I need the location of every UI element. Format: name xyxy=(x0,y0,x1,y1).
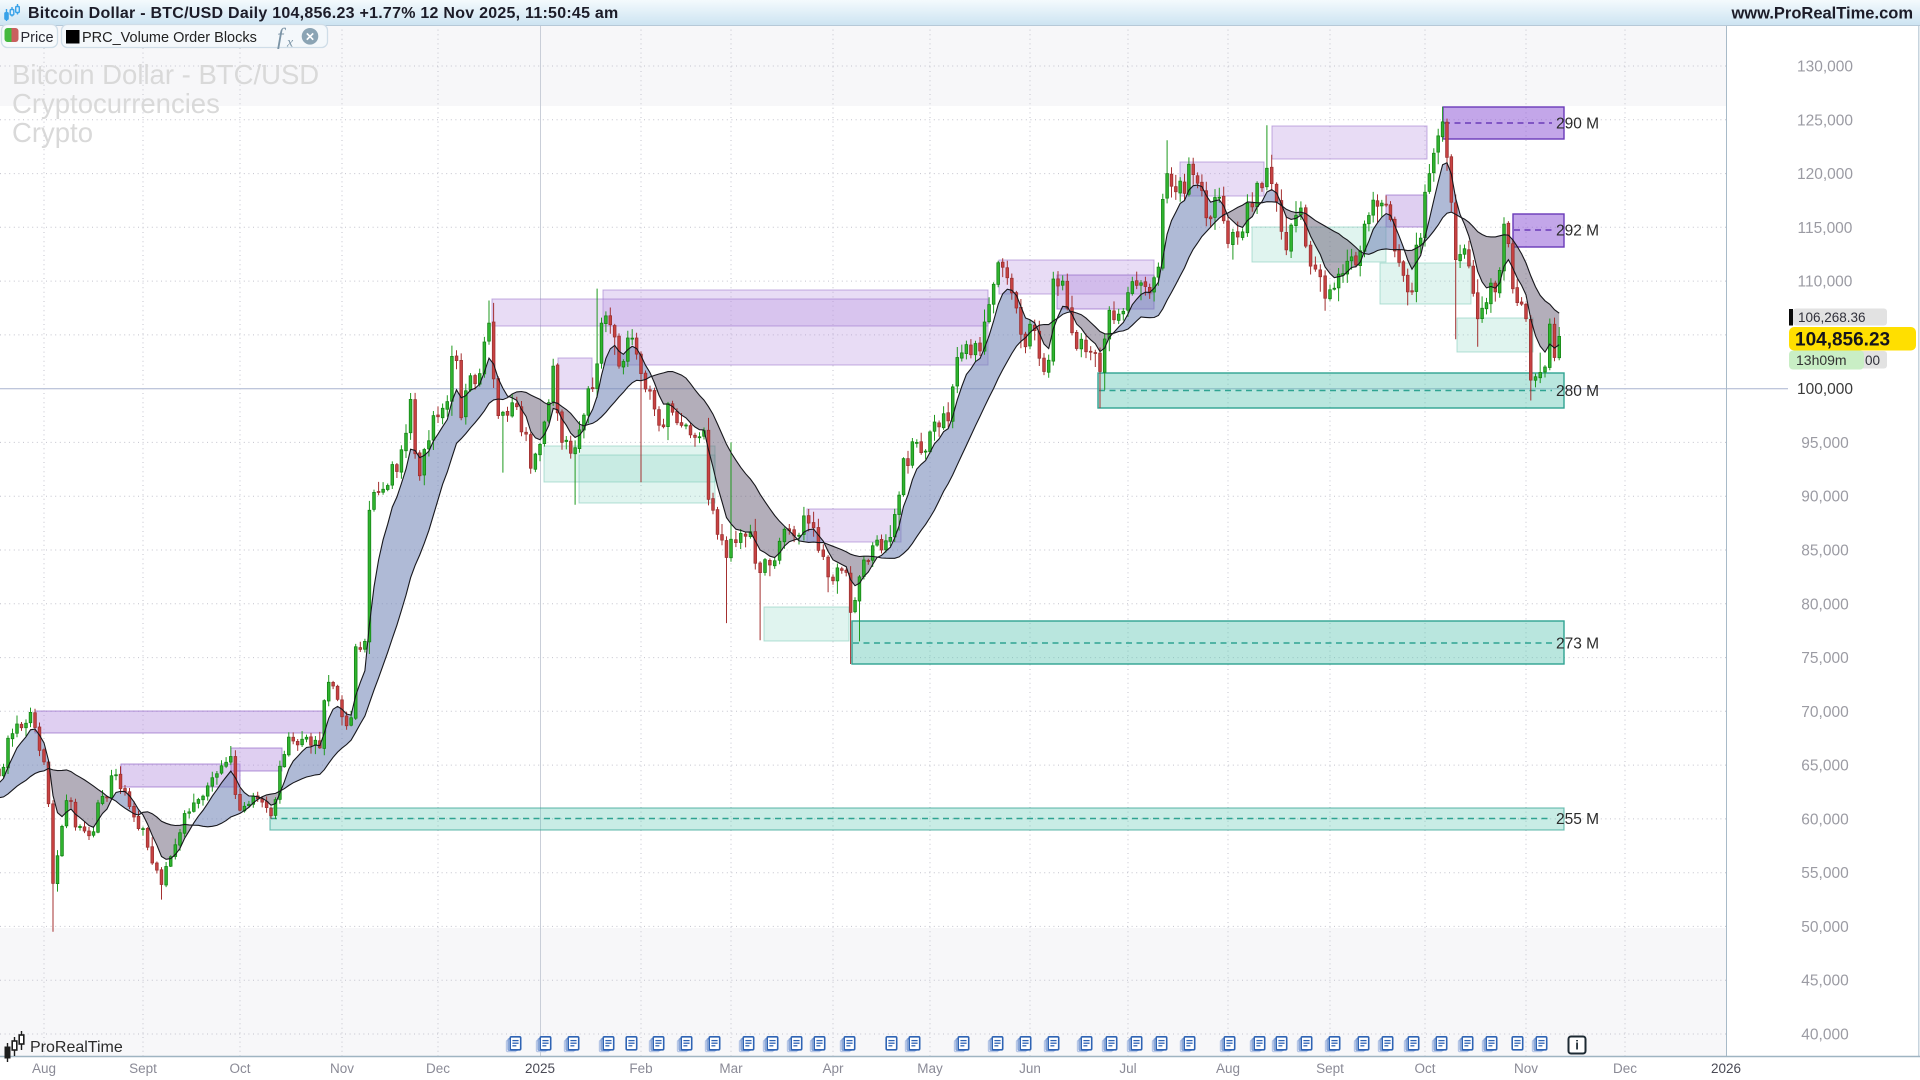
svg-text:Aug: Aug xyxy=(32,1061,56,1076)
svg-text:ProRealTime: ProRealTime xyxy=(30,1039,123,1056)
svg-text:Bitcoin Dollar - BTC/USD: Bitcoin Dollar - BTC/USD xyxy=(12,59,319,90)
svg-text:Price: Price xyxy=(21,30,54,46)
svg-text:May: May xyxy=(917,1061,943,1076)
svg-text:x: x xyxy=(286,36,294,51)
svg-text:95,000: 95,000 xyxy=(1801,435,1849,452)
svg-text:Oct: Oct xyxy=(1414,1061,1435,1076)
svg-text:Sept: Sept xyxy=(129,1061,157,1076)
svg-text:75,000: 75,000 xyxy=(1801,650,1849,667)
svg-text:55,000: 55,000 xyxy=(1801,865,1849,882)
svg-text:Feb: Feb xyxy=(629,1061,652,1076)
svg-text:×: × xyxy=(306,29,315,46)
svg-text:290 M: 290 M xyxy=(1556,116,1599,133)
svg-text:Bitcoin Dollar - BTC/USD Daily: Bitcoin Dollar - BTC/USD Daily 104,856.2… xyxy=(28,5,619,22)
svg-text:80,000: 80,000 xyxy=(1801,596,1849,613)
svg-text:273 M: 273 M xyxy=(1556,636,1599,653)
svg-text:Aug: Aug xyxy=(1216,1061,1240,1076)
svg-text:i: i xyxy=(1575,1038,1579,1053)
svg-text:www.ProRealTime.com: www.ProRealTime.com xyxy=(1730,5,1913,23)
svg-text:Oct: Oct xyxy=(229,1061,250,1076)
svg-text:50,000: 50,000 xyxy=(1801,919,1849,936)
svg-text:120,000: 120,000 xyxy=(1797,166,1853,183)
svg-text:280 M: 280 M xyxy=(1556,383,1599,400)
svg-text:45,000: 45,000 xyxy=(1801,973,1849,990)
svg-text:292 M: 292 M xyxy=(1556,223,1599,240)
svg-text:Dec: Dec xyxy=(1613,1061,1637,1076)
svg-text:70,000: 70,000 xyxy=(1801,704,1849,721)
svg-text:Cryptocurrencies: Cryptocurrencies xyxy=(12,88,220,119)
svg-text:40,000: 40,000 xyxy=(1801,1027,1849,1044)
svg-text:Jul: Jul xyxy=(1119,1061,1136,1076)
svg-text:Crypto: Crypto xyxy=(12,117,93,148)
svg-text:65,000: 65,000 xyxy=(1801,758,1849,775)
svg-text:PRC_Volume Order Blocks: PRC_Volume Order Blocks xyxy=(82,30,257,46)
svg-text:106,268.36: 106,268.36 xyxy=(1798,310,1866,325)
svg-text:13h09m: 13h09m xyxy=(1796,352,1847,368)
svg-text:Nov: Nov xyxy=(1514,1061,1538,1076)
svg-text:60,000: 60,000 xyxy=(1801,811,1849,828)
svg-text:130,000: 130,000 xyxy=(1797,59,1853,76)
svg-text:85,000: 85,000 xyxy=(1801,543,1849,560)
svg-text:2026: 2026 xyxy=(1711,1061,1741,1076)
svg-text:Dec: Dec xyxy=(426,1061,450,1076)
svg-text:Apr: Apr xyxy=(822,1061,844,1076)
svg-text:90,000: 90,000 xyxy=(1801,489,1849,506)
svg-text:115,000: 115,000 xyxy=(1798,220,1853,237)
svg-text:Nov: Nov xyxy=(330,1061,354,1076)
svg-text:255 M: 255 M xyxy=(1556,811,1599,828)
svg-text:Sept: Sept xyxy=(1316,1061,1344,1076)
svg-text:f: f xyxy=(277,24,287,49)
svg-text:Jun: Jun xyxy=(1019,1061,1041,1076)
svg-text:125,000: 125,000 xyxy=(1797,112,1853,129)
svg-text:104,856.23: 104,856.23 xyxy=(1795,330,1890,351)
svg-text:100,000: 100,000 xyxy=(1797,381,1853,398)
svg-text:2025: 2025 xyxy=(525,1061,555,1076)
svg-text:110,000: 110,000 xyxy=(1798,274,1853,291)
svg-text:Mar: Mar xyxy=(719,1061,743,1076)
